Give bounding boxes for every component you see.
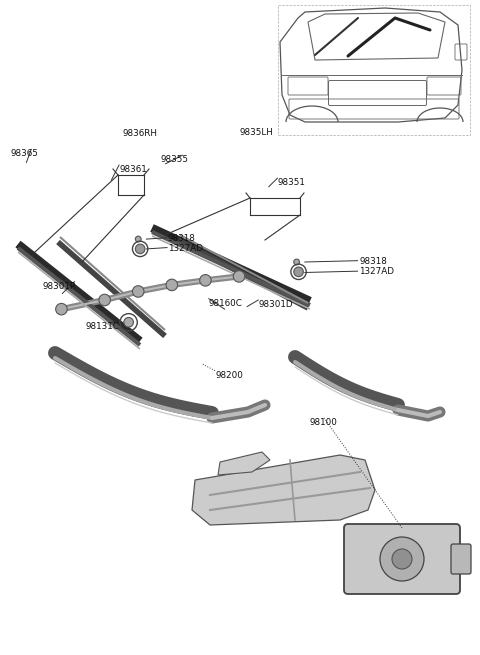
Text: 98318: 98318 xyxy=(359,257,387,267)
Circle shape xyxy=(135,244,145,253)
Text: 9835LH: 9835LH xyxy=(240,128,274,138)
Polygon shape xyxy=(218,452,270,475)
Text: 1327AD: 1327AD xyxy=(359,267,394,276)
Text: 98301D: 98301D xyxy=(258,300,293,309)
Text: 98318: 98318 xyxy=(168,234,196,244)
Circle shape xyxy=(233,271,245,282)
Circle shape xyxy=(166,279,178,291)
Circle shape xyxy=(135,236,141,242)
Text: 98160C: 98160C xyxy=(209,299,243,308)
Text: 98365: 98365 xyxy=(11,149,38,159)
Circle shape xyxy=(294,259,300,265)
Text: 98131C: 98131C xyxy=(85,322,120,331)
Circle shape xyxy=(392,549,412,569)
Text: 1327AD: 1327AD xyxy=(168,244,203,253)
Circle shape xyxy=(132,286,144,297)
Circle shape xyxy=(124,318,133,327)
Circle shape xyxy=(200,274,211,286)
Text: 98301P: 98301P xyxy=(42,282,75,291)
Text: 98361: 98361 xyxy=(119,165,147,174)
Text: 98351: 98351 xyxy=(277,178,305,187)
Text: 98355: 98355 xyxy=(161,155,189,164)
FancyBboxPatch shape xyxy=(451,544,471,574)
Polygon shape xyxy=(192,455,375,525)
Text: 9836RH: 9836RH xyxy=(123,129,158,138)
Text: 98100: 98100 xyxy=(310,418,337,427)
Circle shape xyxy=(56,303,67,315)
Circle shape xyxy=(294,267,303,276)
FancyBboxPatch shape xyxy=(344,524,460,594)
Circle shape xyxy=(380,537,424,581)
Circle shape xyxy=(99,294,110,306)
Text: 98200: 98200 xyxy=(215,371,243,380)
